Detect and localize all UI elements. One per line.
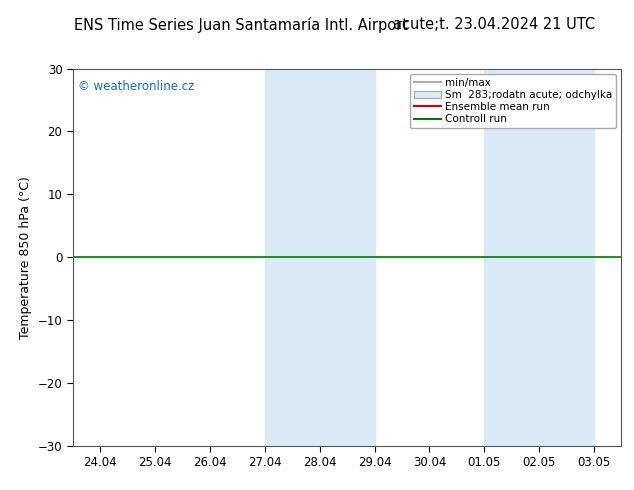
Y-axis label: Temperature 850 hPa (°C): Temperature 850 hPa (°C) <box>19 176 32 339</box>
Text: ENS Time Series Juan Santamaría Intl. Airport: ENS Time Series Juan Santamaría Intl. Ai… <box>74 17 408 33</box>
Bar <box>320 69 375 446</box>
Bar <box>539 69 594 446</box>
Bar <box>265 69 320 446</box>
Bar <box>484 69 539 446</box>
Text: acute;t. 23.04.2024 21 UTC: acute;t. 23.04.2024 21 UTC <box>394 17 595 32</box>
Legend: min/max, Sm  283;rodatn acute; odchylka, Ensemble mean run, Controll run: min/max, Sm 283;rodatn acute; odchylka, … <box>410 74 616 128</box>
Text: © weatheronline.cz: © weatheronline.cz <box>79 80 195 93</box>
